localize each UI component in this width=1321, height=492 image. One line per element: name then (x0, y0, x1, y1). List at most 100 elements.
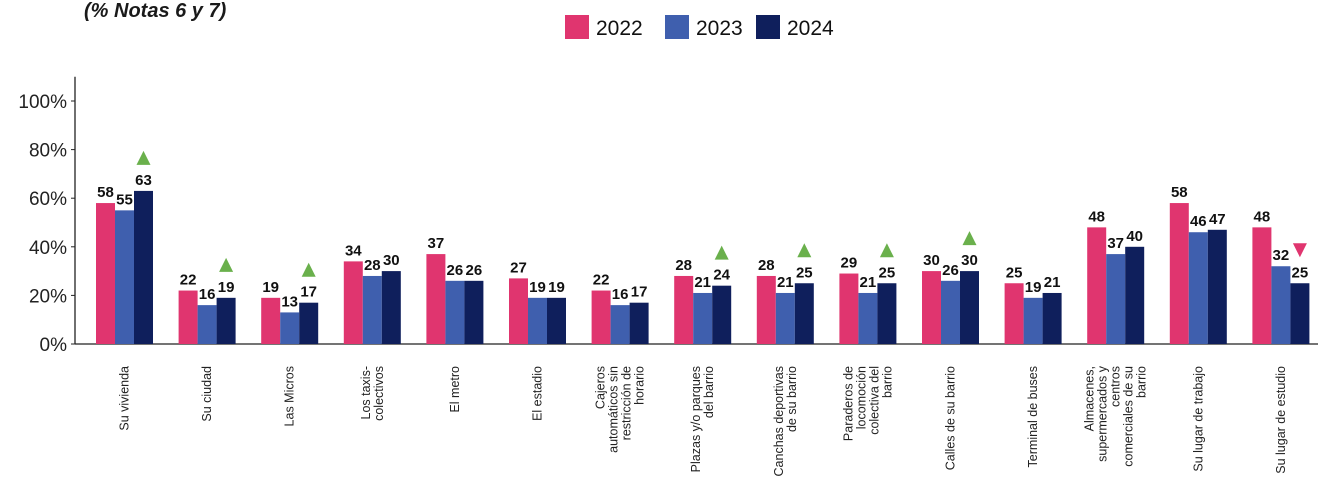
legend-swatch-2024 (756, 15, 780, 39)
data-label-2024: 17 (300, 284, 317, 301)
y-tick-label: 80% (29, 141, 67, 162)
category-label: centros (1109, 366, 1123, 407)
bar-2023 (445, 280, 465, 344)
bar-2024 (960, 271, 979, 344)
bar-2023 (610, 305, 630, 344)
data-label-2023: 46 (1190, 213, 1207, 230)
data-label-2023: 26 (447, 262, 464, 279)
y-tick-label: 20% (29, 286, 67, 307)
bar-2023 (941, 280, 960, 344)
bar-2023 (115, 210, 134, 344)
data-label-2022: 19 (262, 279, 279, 296)
bar-2023 (1271, 266, 1291, 344)
bar-2024 (1207, 229, 1227, 344)
data-label-2022: 37 (428, 235, 445, 252)
bar-2024 (1042, 292, 1062, 344)
data-label-2022: 28 (675, 257, 692, 274)
bar-2023 (197, 305, 217, 344)
bar-2024 (216, 297, 236, 344)
category-label: El metro (448, 366, 462, 413)
bar-2022 (1252, 227, 1272, 344)
data-label-2024: 30 (383, 252, 400, 269)
category-label: Cajeros (594, 366, 608, 409)
data-label-2024: 25 (796, 264, 813, 281)
bar-2024 (629, 302, 649, 344)
data-label-2024: 26 (466, 262, 483, 279)
bar-2022 (839, 273, 859, 344)
category-label: Terminal de buses (1026, 366, 1040, 467)
trend-up-icon (879, 243, 894, 258)
category-label: barrio (880, 366, 894, 398)
data-label-2023: 28 (364, 257, 381, 274)
trend-up-icon (797, 243, 812, 258)
bar-2022 (922, 271, 941, 344)
y-tick-label: 0% (40, 335, 68, 356)
category-label: Su lugar de estudio (1274, 366, 1288, 474)
trend-up-icon (136, 150, 151, 165)
data-label-2024: 25 (879, 264, 896, 281)
data-label-2024: 40 (1126, 228, 1143, 245)
bar-2022 (178, 290, 198, 344)
category-label: Los taxis- (359, 366, 373, 420)
data-label-2023: 26 (942, 262, 959, 279)
trend-up-icon (301, 262, 316, 277)
bar-2023 (362, 275, 382, 344)
category-label: Plazas y/o parques (689, 366, 703, 472)
data-label-2023: 19 (529, 279, 546, 296)
bar-2022 (261, 297, 281, 344)
data-label-2024: 19 (218, 279, 235, 296)
legend-swatch-2023 (665, 15, 689, 39)
data-label-2023: 19 (1025, 279, 1042, 296)
trend-up-icon (962, 231, 977, 246)
category-label: de su barrio (785, 366, 799, 432)
data-label-2024: 63 (135, 172, 152, 189)
data-label-2024: 47 (1209, 211, 1226, 228)
bar-2022 (96, 203, 115, 344)
category-label: supermercados y (1096, 365, 1110, 462)
category-label: comerciales de su (1122, 366, 1136, 467)
bar-2023 (858, 292, 878, 344)
data-label-2022: 48 (1254, 208, 1271, 225)
data-label-2023: 16 (199, 286, 216, 303)
data-label-2023: 55 (116, 191, 133, 208)
bar-2023 (693, 292, 713, 344)
bar-2024 (299, 302, 319, 344)
category-label: Paraderos de (841, 366, 855, 441)
data-label-2023: 32 (1273, 247, 1290, 264)
trend-up-icon (219, 257, 234, 272)
bar-2024 (877, 283, 897, 344)
bar-2023 (775, 292, 795, 344)
bar-2024 (381, 271, 401, 344)
legend-label-2023: 2023 (696, 17, 743, 40)
category-label: restricción de (620, 366, 634, 440)
bar-2022 (1004, 283, 1024, 344)
category-label: automáticos sin (607, 366, 621, 453)
data-label-2022: 28 (758, 257, 775, 274)
bar-2023 (1106, 254, 1126, 344)
data-label-2022: 27 (510, 259, 527, 276)
data-label-2023: 37 (1107, 235, 1124, 252)
category-label: Su ciudad (200, 366, 214, 422)
bar-2024 (794, 283, 814, 344)
bar-2022 (509, 278, 528, 344)
data-label-2024: 25 (1292, 264, 1309, 281)
category-label: Su lugar de trabajo (1191, 366, 1205, 472)
data-label-2022: 22 (593, 272, 610, 289)
data-label-2022: 25 (1006, 264, 1023, 281)
legend-label-2024: 2024 (787, 17, 834, 40)
category-label: El estadio (531, 366, 545, 421)
bar-2022 (591, 290, 611, 344)
legend-label-2022: 2022 (596, 17, 643, 40)
bar-2022 (1087, 227, 1107, 344)
bar-2024 (464, 280, 484, 344)
data-label-2023: 21 (860, 274, 877, 291)
category-label: Almacenes, (1083, 366, 1097, 431)
bar-2023 (280, 312, 300, 344)
y-tick-label: 60% (29, 189, 67, 210)
data-label-2023: 13 (281, 293, 298, 310)
data-label-2022: 48 (1088, 208, 1105, 225)
bar-2022 (1169, 203, 1189, 344)
category-label: colectiva del (867, 366, 881, 435)
data-label-2022: 34 (345, 242, 362, 259)
data-label-2023: 21 (777, 274, 794, 291)
